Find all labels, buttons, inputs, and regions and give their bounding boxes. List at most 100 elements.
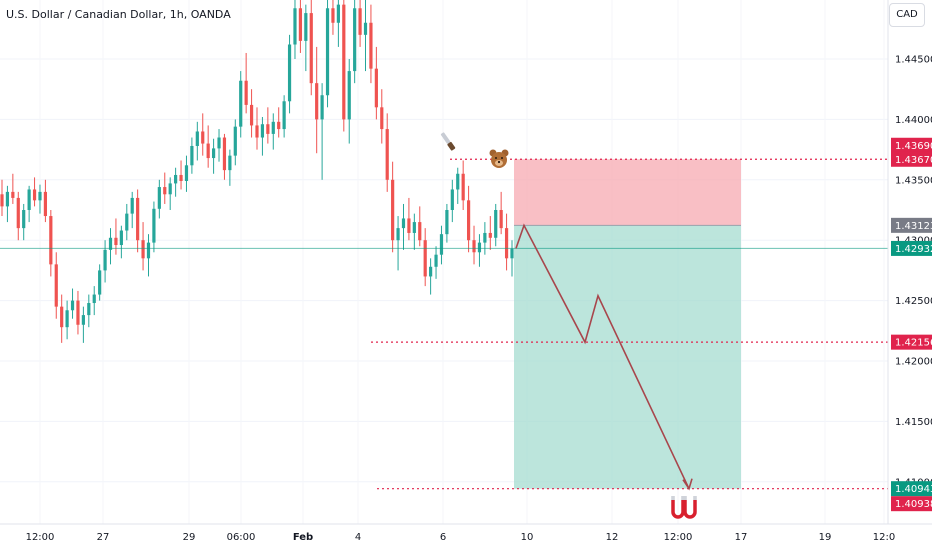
candle-body [407, 218, 411, 233]
candle-body [282, 101, 286, 130]
bear-face-icon [489, 149, 509, 168]
stop-loss-zone [514, 159, 741, 226]
candle-body [70, 300, 75, 311]
candle [65, 300, 69, 340]
candle [342, 0, 346, 132]
candle [217, 129, 221, 162]
y-tick-label: 1.44000 [895, 115, 932, 126]
entry-price-tag-background [891, 217, 932, 233]
x-tick-label: 29 [183, 532, 196, 543]
x-tick-label: 19 [819, 532, 832, 543]
candle-body [315, 83, 319, 120]
time-axis[interactable]: 12:00 27 29 06:00 Feb 4 6 10 12 12:00 17 19 12:0 [0, 523, 932, 543]
chart-title: U.S. Dollar / Canadian Dollar, 1h, OANDA [6, 8, 231, 21]
candle [38, 184, 42, 214]
candle-body [298, 8, 303, 41]
candle [22, 203, 26, 241]
candle [331, 0, 335, 35]
target-lower-price-tag-background [891, 496, 932, 512]
candle-body [293, 8, 297, 45]
candle-body [16, 197, 20, 229]
candle [385, 113, 389, 192]
stop-upper-price-tag-label: 1.43690 [895, 141, 932, 152]
candle-body [369, 22, 373, 69]
candle [141, 222, 145, 271]
candle-body [174, 174, 178, 184]
x-tick-label: 12:0 [873, 532, 895, 543]
target-price-tag: 1.40943 [891, 481, 932, 497]
candle [87, 294, 91, 328]
candle-body [211, 148, 216, 159]
candle [119, 225, 123, 259]
candle [369, 4, 373, 84]
candle [391, 161, 395, 253]
candle-body [141, 240, 145, 259]
grid-lines [0, 0, 888, 524]
x-tick-label: 12:00 [26, 532, 55, 543]
candle [11, 173, 15, 204]
mid-target-price-tag: 1.42156 [891, 334, 932, 350]
candle [466, 185, 471, 253]
candle [174, 167, 178, 197]
candle [260, 116, 265, 156]
candle [320, 83, 324, 180]
target-lower-price-tag: 1.40938 [891, 496, 932, 512]
candle-body [287, 44, 292, 102]
candle-body [342, 4, 346, 120]
y-tick-label: 1.44500 [895, 55, 932, 66]
candle-body [434, 254, 438, 267]
candle [363, 0, 368, 72]
drawing-emojis [440, 132, 697, 519]
candle-body [49, 216, 53, 265]
candle-body [456, 173, 460, 190]
candle [266, 107, 270, 144]
candle-body [65, 310, 69, 328]
candle [168, 177, 172, 210]
y-tick-label: 1.42000 [895, 357, 932, 368]
stop-upper-price-tag-background [891, 137, 932, 153]
candle-body [504, 228, 509, 259]
candle [450, 179, 454, 223]
candle-body [22, 210, 26, 229]
current-price-tag: 1.42932 [891, 240, 932, 256]
candle-body [271, 121, 275, 134]
candle-body [43, 191, 48, 217]
candle [239, 71, 243, 138]
x-tick-label: 12 [606, 532, 619, 543]
candle-body [320, 95, 324, 120]
candle-body [391, 179, 395, 241]
candle-body [98, 270, 102, 295]
candle [179, 160, 183, 190]
price-axis[interactable]: 1.445001.440001.435001.430001.425001.420… [887, 0, 932, 524]
candle-body [472, 240, 476, 253]
stop-upper-price-tag: 1.43690 [891, 137, 932, 153]
candle-body [494, 210, 498, 238]
candle-body [87, 303, 91, 316]
candle [98, 264, 102, 301]
candle-body [510, 248, 514, 259]
currency-button[interactable]: CAD [889, 3, 925, 27]
candle [49, 210, 53, 277]
current-price-tag-background [891, 240, 932, 256]
mid-target-price-tag-label: 1.42156 [895, 338, 932, 349]
candle [353, 0, 357, 84]
candle-body [309, 13, 313, 84]
candle-body [184, 165, 189, 182]
candle [472, 225, 476, 265]
candle [206, 125, 210, 168]
projected-path-line [515, 223, 690, 490]
candle [146, 234, 151, 277]
x-tick-label: 4 [355, 532, 361, 543]
candle [190, 137, 194, 174]
candle-body [363, 22, 368, 35]
candle-body [163, 187, 167, 195]
x-tick-label: 06:00 [227, 532, 256, 543]
candle [233, 119, 237, 166]
candle [32, 177, 37, 207]
candle-body [353, 8, 357, 72]
level-lines [0, 158, 888, 490]
candle [255, 107, 259, 150]
magnet-icon [671, 496, 697, 519]
